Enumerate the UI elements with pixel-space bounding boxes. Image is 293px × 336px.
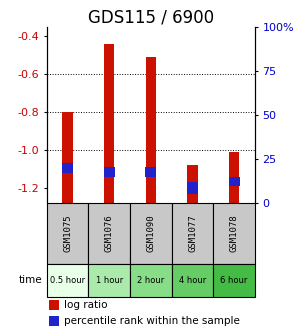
Text: GSM1078: GSM1078: [230, 215, 239, 252]
FancyBboxPatch shape: [47, 264, 88, 297]
Text: GSM1075: GSM1075: [63, 215, 72, 252]
Bar: [104, 44, 115, 203]
Bar: [187, 182, 198, 194]
FancyBboxPatch shape: [172, 203, 213, 264]
Text: time: time: [19, 275, 43, 285]
Bar: [104, 167, 115, 177]
Text: percentile rank within the sample: percentile rank within the sample: [64, 316, 239, 326]
Text: GSM1090: GSM1090: [146, 215, 155, 252]
FancyBboxPatch shape: [130, 264, 172, 297]
Text: 1 hour: 1 hour: [96, 276, 123, 285]
Title: GDS115 / 6900: GDS115 / 6900: [88, 9, 214, 27]
Text: 0.5 hour: 0.5 hour: [50, 276, 85, 285]
FancyBboxPatch shape: [213, 203, 255, 264]
FancyBboxPatch shape: [88, 264, 130, 297]
Bar: [145, 167, 156, 177]
FancyBboxPatch shape: [88, 203, 130, 264]
Bar: [49, 316, 59, 326]
Bar: [49, 300, 59, 310]
FancyBboxPatch shape: [213, 264, 255, 297]
Bar: [146, 57, 156, 203]
Bar: [229, 152, 239, 203]
Bar: [187, 165, 198, 203]
Text: GSM1076: GSM1076: [105, 215, 114, 252]
Text: 6 hour: 6 hour: [220, 276, 248, 285]
Text: GSM1077: GSM1077: [188, 215, 197, 252]
Text: 4 hour: 4 hour: [179, 276, 206, 285]
FancyBboxPatch shape: [130, 203, 172, 264]
FancyBboxPatch shape: [47, 203, 88, 264]
FancyBboxPatch shape: [172, 264, 213, 297]
Text: log ratio: log ratio: [64, 300, 107, 310]
Bar: [62, 163, 73, 173]
Text: 2 hour: 2 hour: [137, 276, 165, 285]
Bar: [62, 112, 73, 203]
Bar: [229, 177, 240, 186]
